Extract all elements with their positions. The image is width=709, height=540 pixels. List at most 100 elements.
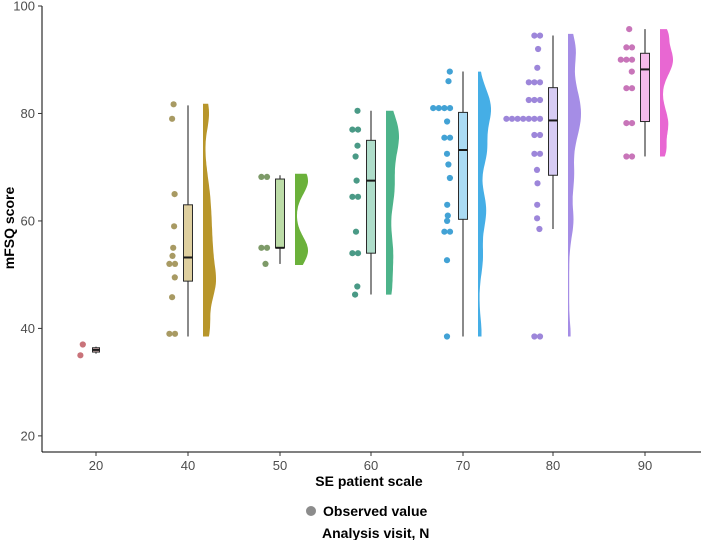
group-70 <box>430 68 491 340</box>
observed-point <box>441 134 448 141</box>
observed-point <box>79 341 86 348</box>
observed-point <box>508 115 516 122</box>
box-80 <box>548 87 558 176</box>
observed-point <box>166 330 173 337</box>
observed-point <box>628 44 636 51</box>
observed-point <box>531 96 538 104</box>
observed-point <box>628 85 636 92</box>
observed-point <box>352 153 359 160</box>
box-50 <box>275 178 285 249</box>
observed-point <box>623 153 630 160</box>
observed-point <box>352 291 359 298</box>
observed-point <box>626 26 633 33</box>
observed-point <box>443 257 451 264</box>
observed-point <box>441 228 448 235</box>
observed-point <box>445 161 452 168</box>
x-tick-label: 50 <box>273 458 287 473</box>
observed-point <box>628 56 636 63</box>
box-40 <box>183 204 193 282</box>
density-cloud-50 <box>295 173 308 265</box>
observed-point <box>534 180 541 187</box>
legend-label: Observed value <box>323 503 427 519</box>
observed-point <box>77 352 84 359</box>
observed-point <box>531 32 538 39</box>
observed-point <box>623 85 630 92</box>
observed-point <box>443 150 451 157</box>
observed-point <box>354 193 362 200</box>
observed-point <box>354 126 362 133</box>
observed-point <box>628 120 636 127</box>
observed-point <box>262 260 269 267</box>
observed-point <box>263 173 271 180</box>
observed-point <box>444 201 451 208</box>
legend-caption: Analysis visit, N <box>322 525 429 540</box>
observed-point <box>354 107 361 114</box>
density-cloud-70 <box>478 71 491 337</box>
observed-point <box>352 228 360 235</box>
observed-point <box>503 115 510 122</box>
legend: Observed value Analysis visit, N <box>306 503 429 540</box>
observed-point <box>171 223 178 230</box>
observed-point <box>531 333 538 340</box>
observed-point <box>263 244 271 251</box>
x-axis-title: SE patient scale <box>315 473 423 489</box>
observed-point <box>628 68 635 75</box>
observed-point <box>446 228 454 235</box>
observed-point <box>623 120 630 127</box>
group-20 <box>77 341 100 359</box>
observed-point <box>170 101 177 108</box>
observed-point <box>623 56 630 63</box>
observed-point <box>446 174 453 182</box>
observed-point <box>536 32 544 39</box>
observed-point <box>534 64 541 71</box>
observed-point <box>169 115 176 122</box>
observed-point <box>531 115 538 122</box>
observed-point <box>258 173 265 180</box>
observed-point <box>535 45 542 53</box>
observed-point <box>446 105 454 112</box>
observed-point <box>520 115 527 122</box>
observed-point <box>171 330 179 337</box>
observed-point <box>443 333 451 340</box>
observed-point <box>166 260 173 267</box>
observed-point <box>354 283 361 290</box>
observed-point <box>171 260 179 267</box>
observed-point <box>536 79 544 86</box>
observed-point <box>536 96 544 104</box>
observed-point <box>444 212 451 219</box>
observed-point <box>536 115 544 122</box>
density-cloud-80 <box>568 33 581 337</box>
x-tick-label: 70 <box>456 458 470 473</box>
observed-point <box>169 294 176 301</box>
x-tick-label: 40 <box>181 458 195 473</box>
box-70 <box>458 111 468 220</box>
observed-point <box>444 217 451 224</box>
observed-point <box>525 115 532 122</box>
group-80 <box>503 32 581 340</box>
x-tick-label: 60 <box>364 458 378 473</box>
y-axis-title: mFSQ score <box>1 187 17 270</box>
x-tick-label: 20 <box>89 458 103 473</box>
observed-point <box>525 96 532 104</box>
observed-point <box>354 250 362 257</box>
observed-point <box>531 79 538 86</box>
density-cloud-60 <box>386 110 399 295</box>
observed-point <box>171 191 178 198</box>
observed-point <box>171 274 178 281</box>
group-40 <box>166 101 216 337</box>
observed-point <box>169 252 176 259</box>
density-cloud-40 <box>203 103 216 337</box>
observed-point <box>354 142 361 149</box>
observed-point <box>514 115 521 122</box>
group-90 <box>617 26 673 160</box>
observed-point <box>536 131 544 139</box>
observed-point <box>258 244 265 251</box>
observed-point <box>446 68 453 75</box>
y-tick-label: 100 <box>13 0 35 14</box>
observed-point <box>536 225 543 233</box>
observed-point <box>531 150 538 157</box>
y-tick-label: 20 <box>21 428 35 443</box>
y-tick-label: 80 <box>21 106 35 121</box>
observed-point <box>446 134 454 141</box>
